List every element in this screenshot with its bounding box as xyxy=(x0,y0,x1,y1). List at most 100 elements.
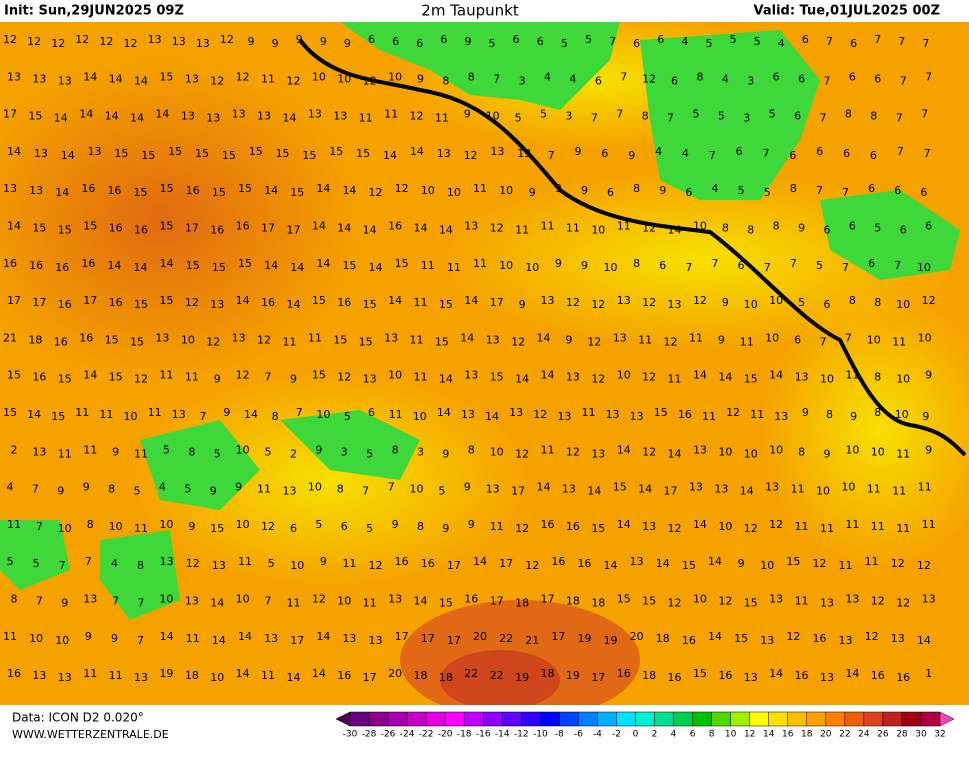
grid-value: 15 xyxy=(682,559,696,572)
grid-value: 12 xyxy=(718,595,732,608)
grid-value: 7 xyxy=(925,70,932,83)
grid-value: 9 xyxy=(111,632,118,645)
grid-value: 10 xyxy=(693,593,707,606)
grid-value: 11 xyxy=(867,483,881,496)
legend-label: 0 xyxy=(633,730,639,740)
grid-value: 7 xyxy=(816,184,823,197)
grid-value: 12 xyxy=(871,595,885,608)
grid-value: 16 xyxy=(795,669,809,682)
grid-value: 5 xyxy=(874,222,881,235)
grid-value: 17 xyxy=(591,671,605,684)
grid-value: 7 xyxy=(896,112,903,125)
grid-value: 7 xyxy=(199,410,206,423)
grid-value: 14 xyxy=(437,406,451,419)
grid-value: 10 xyxy=(337,72,351,85)
legend-box xyxy=(825,711,846,727)
grid-value: 5 xyxy=(515,112,522,125)
grid-value: 12 xyxy=(891,557,905,570)
grid-value: 7 xyxy=(790,257,797,270)
grid-value: 6 xyxy=(802,33,809,46)
legend-box xyxy=(521,711,541,727)
grid-value: 14 xyxy=(337,222,351,235)
grid-value: 3 xyxy=(747,74,754,87)
grid-value: 12 xyxy=(726,406,740,419)
grid-value: 5 xyxy=(366,447,373,460)
grid-value: 9 xyxy=(83,481,90,494)
grid-value: 16 xyxy=(678,408,692,421)
grid-value: 13 xyxy=(820,597,834,610)
grid-value: 15 xyxy=(168,145,182,158)
legend-label: -10 xyxy=(533,730,548,740)
grid-value: 3 xyxy=(565,110,572,123)
grid-value: 12 xyxy=(917,559,931,572)
grid-value: 16 xyxy=(718,669,732,682)
grid-value: 9 xyxy=(112,445,119,458)
grid-value: 9 xyxy=(628,149,635,162)
legend-label: 20 xyxy=(820,730,832,740)
grid-value: 13 xyxy=(185,72,199,85)
grid-value: 4 xyxy=(712,182,719,195)
grid-value: 12 xyxy=(3,33,17,46)
grid-value: 7 xyxy=(265,371,272,384)
grid-value: 14 xyxy=(845,667,859,680)
grid-value: 12 xyxy=(515,522,529,535)
grid-value: 9 xyxy=(850,410,857,423)
grid-value: 10 xyxy=(29,632,43,645)
legend-label: -24 xyxy=(400,730,415,740)
grid-value: 14 xyxy=(286,298,300,311)
grid-value: 13 xyxy=(464,220,478,233)
grid-value: 4 xyxy=(111,557,118,570)
grid-value: 15 xyxy=(693,667,707,680)
color-legend: -30 -28 -26 -24 -22 -20 -18 -16 -14 -12 -10 -8 -6 -4-… xyxy=(335,711,955,740)
grid-value: 9 xyxy=(344,37,351,50)
grid-value: 14 xyxy=(210,597,224,610)
grid-value: 9 xyxy=(296,33,303,46)
grid-value: 14 xyxy=(638,483,652,496)
grid-value: 16 xyxy=(79,331,93,344)
grid-value: 14 xyxy=(134,261,148,274)
grid-value: 11 xyxy=(261,72,275,85)
grid-value: 10 xyxy=(591,224,605,237)
grid-value: 12 xyxy=(124,37,138,50)
grid-value: 15 xyxy=(159,220,173,233)
grid-value: 15 xyxy=(83,220,97,233)
grid-value: 10 xyxy=(525,261,539,274)
grid-value: 6 xyxy=(685,186,692,199)
grid-value: 7 xyxy=(764,261,771,274)
grid-value: 12 xyxy=(533,408,547,421)
grid-value: 17 xyxy=(447,634,461,647)
grid-value: 13 xyxy=(210,298,224,311)
grid-value: 13 xyxy=(517,147,531,160)
grid-value: 20 xyxy=(630,630,644,643)
grid-value: 7 xyxy=(616,108,623,121)
legend-box xyxy=(673,711,693,727)
grid-value: 6 xyxy=(900,224,907,237)
grid-value: 11 xyxy=(447,261,461,274)
grid-value: 14 xyxy=(485,410,499,423)
grid-value: 7 xyxy=(842,261,849,274)
grid-value: 13 xyxy=(461,408,475,421)
grid-value: 8 xyxy=(870,110,877,123)
grid-value: 6 xyxy=(368,406,375,419)
grid-value: 6 xyxy=(416,37,423,50)
grid-value: 8 xyxy=(874,296,881,309)
grid-value: 9 xyxy=(925,443,932,456)
grid-value: 11 xyxy=(566,222,580,235)
grid-value: 5 xyxy=(561,37,568,50)
grid-value: 11 xyxy=(435,112,449,125)
grid-value: 12 xyxy=(210,74,224,87)
grid-value: 15 xyxy=(333,333,347,346)
grid-value: 2 xyxy=(290,447,297,460)
grid-value: 12 xyxy=(206,335,220,348)
grid-value: 9 xyxy=(442,447,449,460)
grid-value: 21 xyxy=(3,331,17,344)
legend-box xyxy=(597,711,617,727)
grid-value: 7 xyxy=(59,559,66,572)
grid-value: 5 xyxy=(134,485,141,498)
legend-label: -16 xyxy=(476,730,491,740)
grid-value: 10 xyxy=(236,443,250,456)
grid-value: 14 xyxy=(439,224,453,237)
grid-value: 6 xyxy=(773,70,780,83)
grid-value: 15 xyxy=(159,70,173,83)
grid-value: 13 xyxy=(83,593,97,606)
